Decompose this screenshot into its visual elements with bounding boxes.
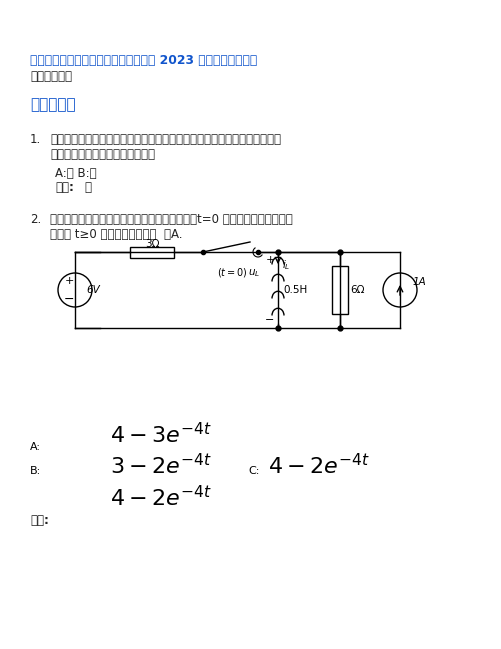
Text: −: − [64,293,74,306]
Text: A:错 B:对: A:错 B:对 [55,167,96,180]
Text: 答案:: 答案: [30,514,49,527]
Text: 利用叠加定理计算电路时，电压源不作用时，就将该电压源短路；电流源不: 利用叠加定理计算电路时，电压源不作用时，就将该电压源短路；电流源不 [50,133,281,146]
Text: B:: B: [30,466,41,476]
Text: 模块一测试: 模块一测试 [30,97,76,112]
Text: 2.: 2. [30,213,41,226]
Text: $4-3e^{-4t}$: $4-3e^{-4t}$ [110,422,211,447]
Text: 0.5H: 0.5H [283,285,307,295]
Text: 素法求 t≥0 时，电感电流为（  ）A.: 素法求 t≥0 时，电感电流为（ ）A. [50,228,182,241]
Text: +: + [64,276,74,286]
Text: 6Ω: 6Ω [349,285,364,295]
Text: 3Ω: 3Ω [144,239,159,249]
Text: 电工电子技术智慧树知到课后章节答案 2023 年下华北科技学院: 电工电子技术智慧树知到课后章节答案 2023 年下华北科技学院 [30,54,257,67]
Text: A:: A: [30,442,41,452]
Text: $3-2e^{-4t}$: $3-2e^{-4t}$ [110,453,211,478]
Text: $4-2e^{-4t}$: $4-2e^{-4t}$ [110,485,211,510]
Text: 如图所示电路，开关闭合前电路已经处于稳态，t=0 时开关闭合。试用三要: 如图所示电路，开关闭合前电路已经处于稳态，t=0 时开关闭合。试用三要 [50,213,292,226]
Bar [130,247,174,258]
Text: 1A: 1A [412,277,426,287]
Text: $(t=0)$: $(t=0)$ [217,266,247,279]
Text: 作用时，就将该电流源开路。（）: 作用时，就将该电流源开路。（） [50,148,155,161]
Text: C:: C: [247,466,259,476]
Text: $i_L$: $i_L$ [282,258,290,272]
Text: $4-2e^{-4t}$: $4-2e^{-4t}$ [268,453,369,478]
Text: 华北科技学院: 华北科技学院 [30,70,72,83]
Text: 答案:: 答案: [55,181,74,194]
Text: +: + [265,255,274,265]
Text: 6V: 6V [86,285,100,295]
Text: 1.: 1. [30,133,41,146]
Text: 对: 对 [84,181,91,194]
Text: −: − [265,315,274,325]
Bar [331,266,347,314]
Text: $u_L$: $u_L$ [247,267,260,279]
